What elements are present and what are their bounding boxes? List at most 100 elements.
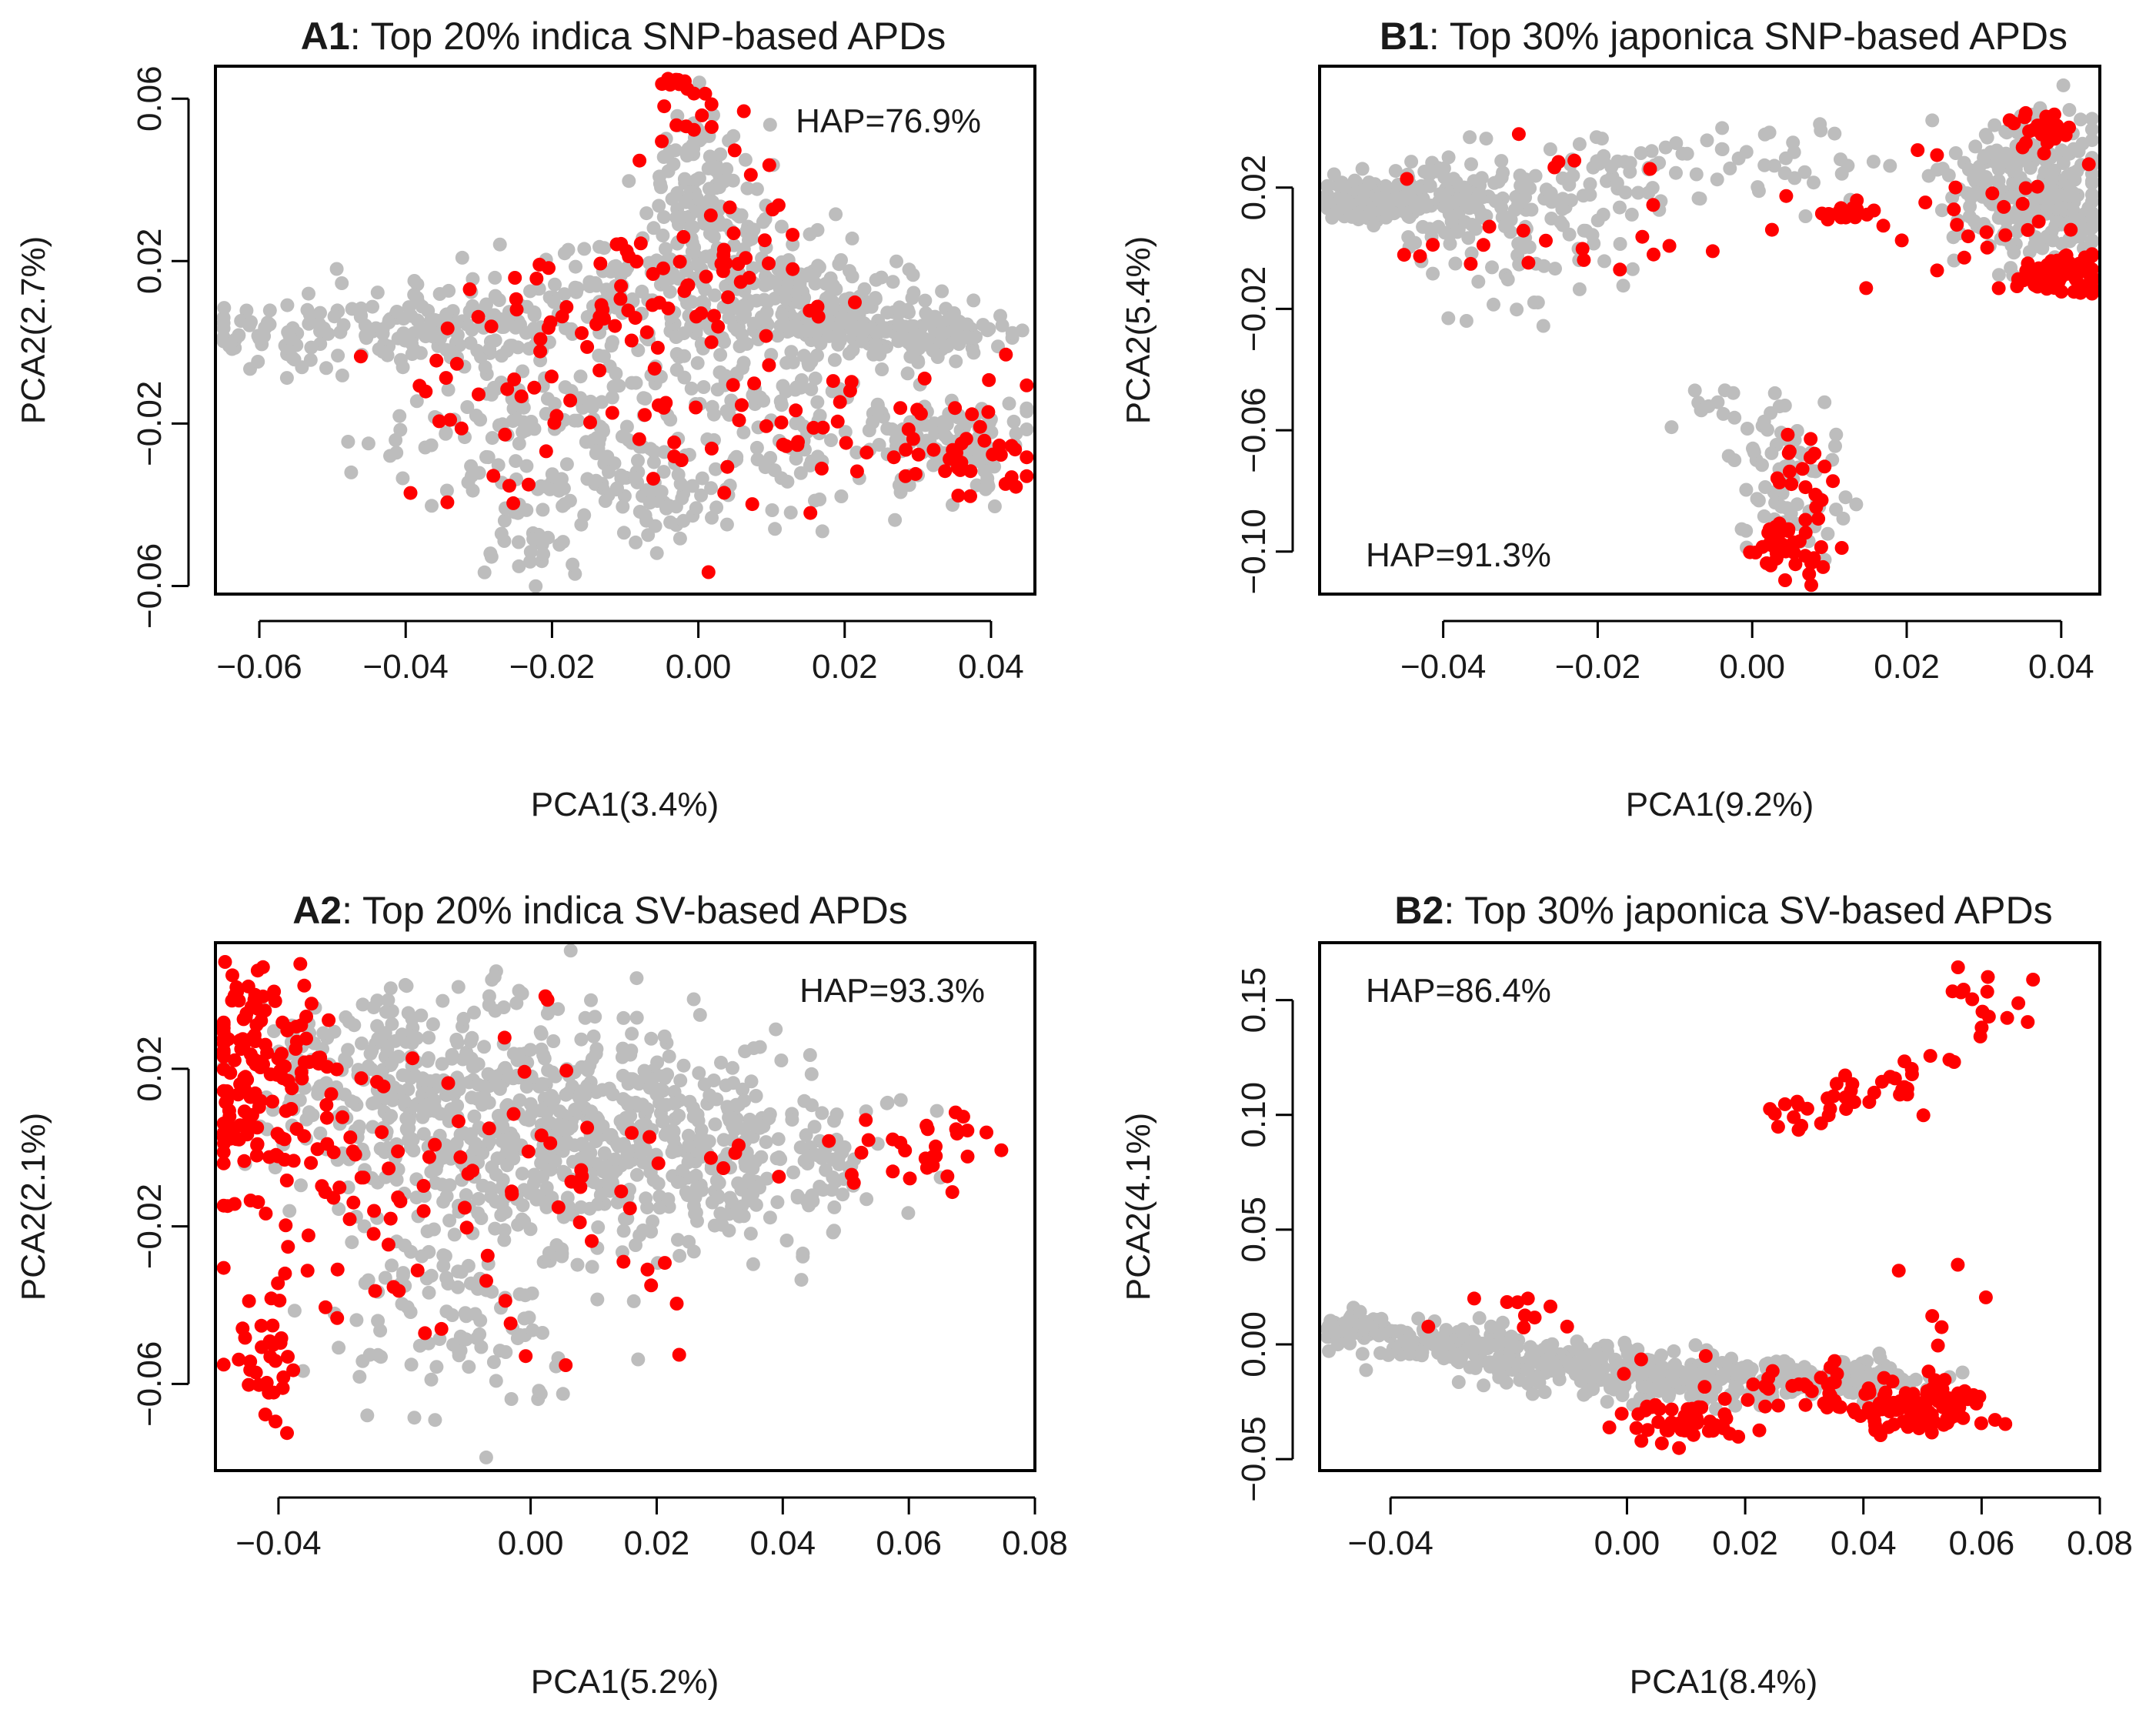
data-point-background: [384, 1109, 399, 1124]
data-point-background: [1510, 302, 1524, 317]
data-point-background: [1409, 201, 1423, 215]
data-point-highlight: [286, 1363, 301, 1377]
data-point-highlight: [965, 407, 980, 422]
data-point-highlight: [506, 1107, 521, 1121]
data-point-highlight: [559, 1064, 574, 1078]
data-point-background: [1723, 161, 1737, 175]
data-point-highlight: [771, 198, 786, 212]
data-point-background: [713, 348, 728, 362]
data-point-highlight: [416, 1179, 431, 1193]
data-point-background: [815, 1182, 829, 1197]
data-point-highlight: [458, 1200, 472, 1215]
data-point-highlight: [667, 75, 682, 89]
data-point-background: [410, 277, 425, 292]
data-point-background: [629, 1167, 644, 1182]
data-point-background: [586, 1029, 601, 1043]
data-point-background: [2084, 122, 2099, 137]
data-point-background: [1411, 1311, 1426, 1326]
data-point-highlight: [1614, 1407, 1629, 1421]
data-point-background: [1373, 191, 1387, 205]
data-point-highlight: [621, 303, 636, 318]
data-point-highlight: [2081, 157, 2096, 172]
data-point-highlight: [237, 1154, 252, 1168]
data-point-highlight: [632, 153, 647, 168]
data-point-highlight: [1975, 1004, 1990, 1019]
data-point-background: [1471, 202, 1486, 216]
data-point-highlight: [790, 438, 805, 452]
data-point-background: [1617, 155, 1632, 169]
data-point-background: [389, 1173, 404, 1187]
data-point-highlight: [655, 77, 669, 92]
data-point-highlight: [2031, 214, 2046, 229]
data-point-background: [405, 1012, 419, 1027]
data-point-background: [1848, 1360, 1863, 1374]
data-point-background: [2052, 188, 2067, 202]
y-tick-label: −0.06: [1235, 387, 1273, 472]
data-point-background: [383, 449, 397, 463]
data-point-highlight: [597, 312, 611, 326]
data-point-highlight: [508, 271, 522, 285]
data-point-background: [1619, 1341, 1634, 1355]
data-point-background: [492, 237, 507, 252]
data-point-background: [468, 1307, 482, 1321]
data-point-highlight: [1020, 378, 1034, 392]
data-point-background: [644, 1031, 659, 1046]
data-point-highlight: [676, 229, 691, 244]
data-point-background: [1716, 1370, 1730, 1384]
data-point-highlight: [716, 264, 730, 279]
data-point-background: [626, 1294, 641, 1308]
data-point-background: [300, 302, 315, 317]
data-point-background: [1613, 237, 1627, 251]
data-point-background: [522, 1186, 537, 1200]
x-tick-label: 0.08: [2067, 1524, 2133, 1562]
data-point-highlight: [482, 1121, 496, 1136]
data-point-highlight: [2030, 179, 2044, 194]
data-point-background: [585, 1260, 599, 1274]
data-point-background: [504, 1392, 519, 1406]
data-point-background: [1767, 159, 1781, 173]
data-point-background: [829, 1107, 844, 1122]
data-point-highlight: [1838, 1090, 1853, 1104]
data-point-highlight: [1957, 250, 1971, 265]
data-point-background: [519, 1080, 534, 1094]
data-point-highlight: [498, 427, 512, 442]
data-point-background: [477, 565, 492, 579]
data-point-background: [967, 442, 982, 456]
data-point-background: [694, 488, 709, 503]
data-point-highlight: [1397, 248, 1411, 262]
data-point-background: [472, 1191, 486, 1206]
data-point-background: [316, 1026, 331, 1040]
data-point-background: [1866, 155, 1881, 169]
data-point-background: [1977, 149, 1991, 163]
data-point-highlight: [297, 978, 312, 993]
x-tick-label: −0.02: [509, 648, 595, 686]
data-point-background: [729, 449, 744, 464]
data-point-background: [739, 336, 754, 351]
data-point-background: [364, 1062, 379, 1077]
data-point-highlight: [646, 267, 660, 281]
data-point-background: [1757, 158, 1772, 172]
data-point-background: [556, 481, 571, 496]
data-point-background: [803, 1048, 817, 1062]
data-point-background: [556, 1164, 571, 1179]
y-tick-label: 0.02: [1235, 155, 1273, 221]
data-point-highlight: [301, 1228, 315, 1243]
data-point-background: [770, 1195, 785, 1210]
data-point-highlight: [1763, 1102, 1777, 1117]
data-point-background: [355, 997, 370, 1012]
data-point-highlight: [911, 447, 926, 462]
data-point-background: [506, 1047, 521, 1061]
data-point-background: [804, 1067, 819, 1081]
data-point-highlight: [472, 387, 486, 402]
y-tick-label: 0.15: [1235, 967, 1273, 1033]
data-point-background: [406, 1030, 421, 1044]
data-point-background: [559, 1134, 574, 1149]
panel-b2-plot-frame: [1318, 941, 2101, 1472]
data-point-background: [391, 1050, 406, 1064]
data-point-highlight: [1957, 1386, 1972, 1401]
data-point-background: [786, 355, 800, 369]
data-point-background: [558, 497, 572, 511]
data-point-highlight: [279, 1218, 293, 1233]
data-point-highlight: [1997, 199, 2011, 214]
